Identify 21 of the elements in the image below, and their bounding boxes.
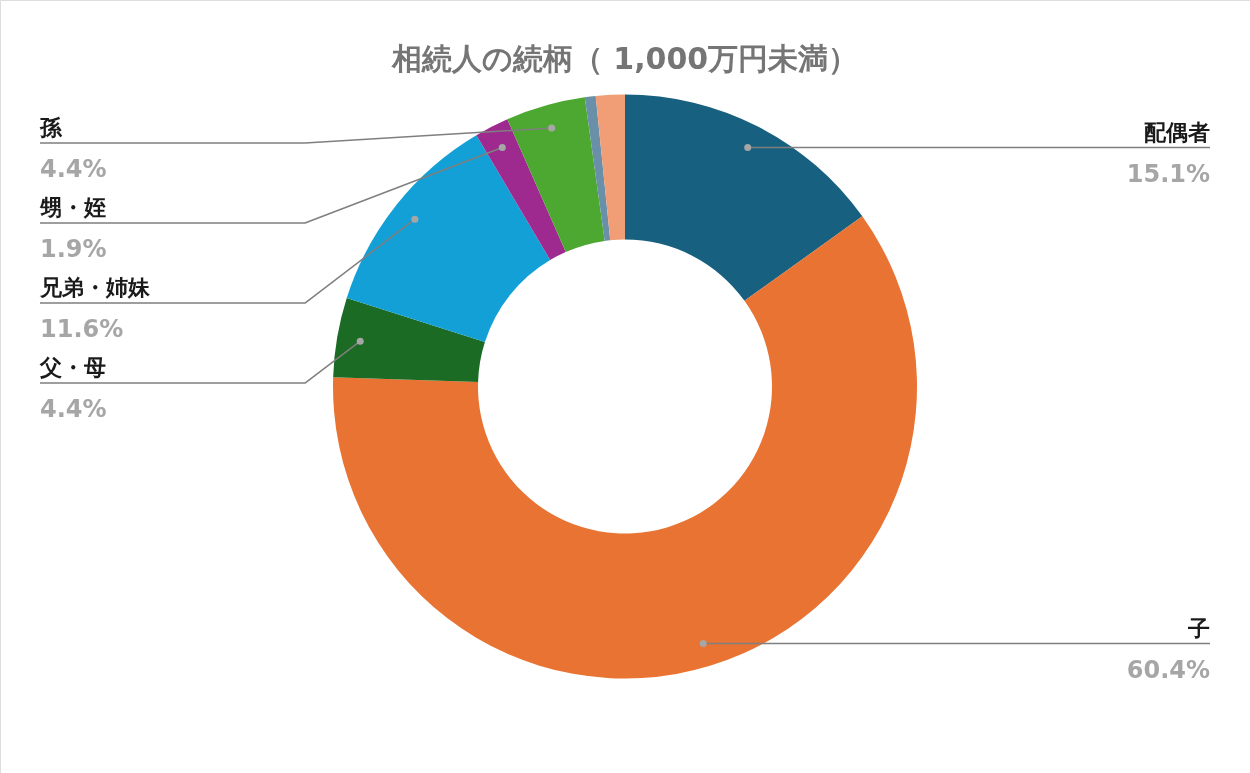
data-label: 11.6% [40,315,124,344]
slice-label: 配偶者 [1144,119,1210,145]
data-label: 1.9% [40,235,107,264]
donut-slice [333,298,485,382]
data-label: 4.4% [40,395,107,424]
slice-label: 父・母 [39,355,106,381]
slice-label: 甥・姪 [39,195,106,221]
donut-slice [595,94,625,241]
donut-slice [625,94,863,301]
data-label: 60.4% [1126,655,1210,684]
donut-slice [346,135,551,342]
donut-slice [507,97,605,252]
slice-label: 兄弟・姉妹 [39,275,151,301]
slice-label: 子 [1187,615,1210,641]
donut-slice [584,95,611,241]
slice-label: 孫 [39,115,63,141]
data-label: 15.1% [1126,159,1210,188]
donut-slice [476,119,566,260]
donut-slice [333,216,917,679]
data-label: 4.4% [40,155,107,184]
chart-title: 相続人の続柄（ 1,000万円未満） [390,41,859,76]
